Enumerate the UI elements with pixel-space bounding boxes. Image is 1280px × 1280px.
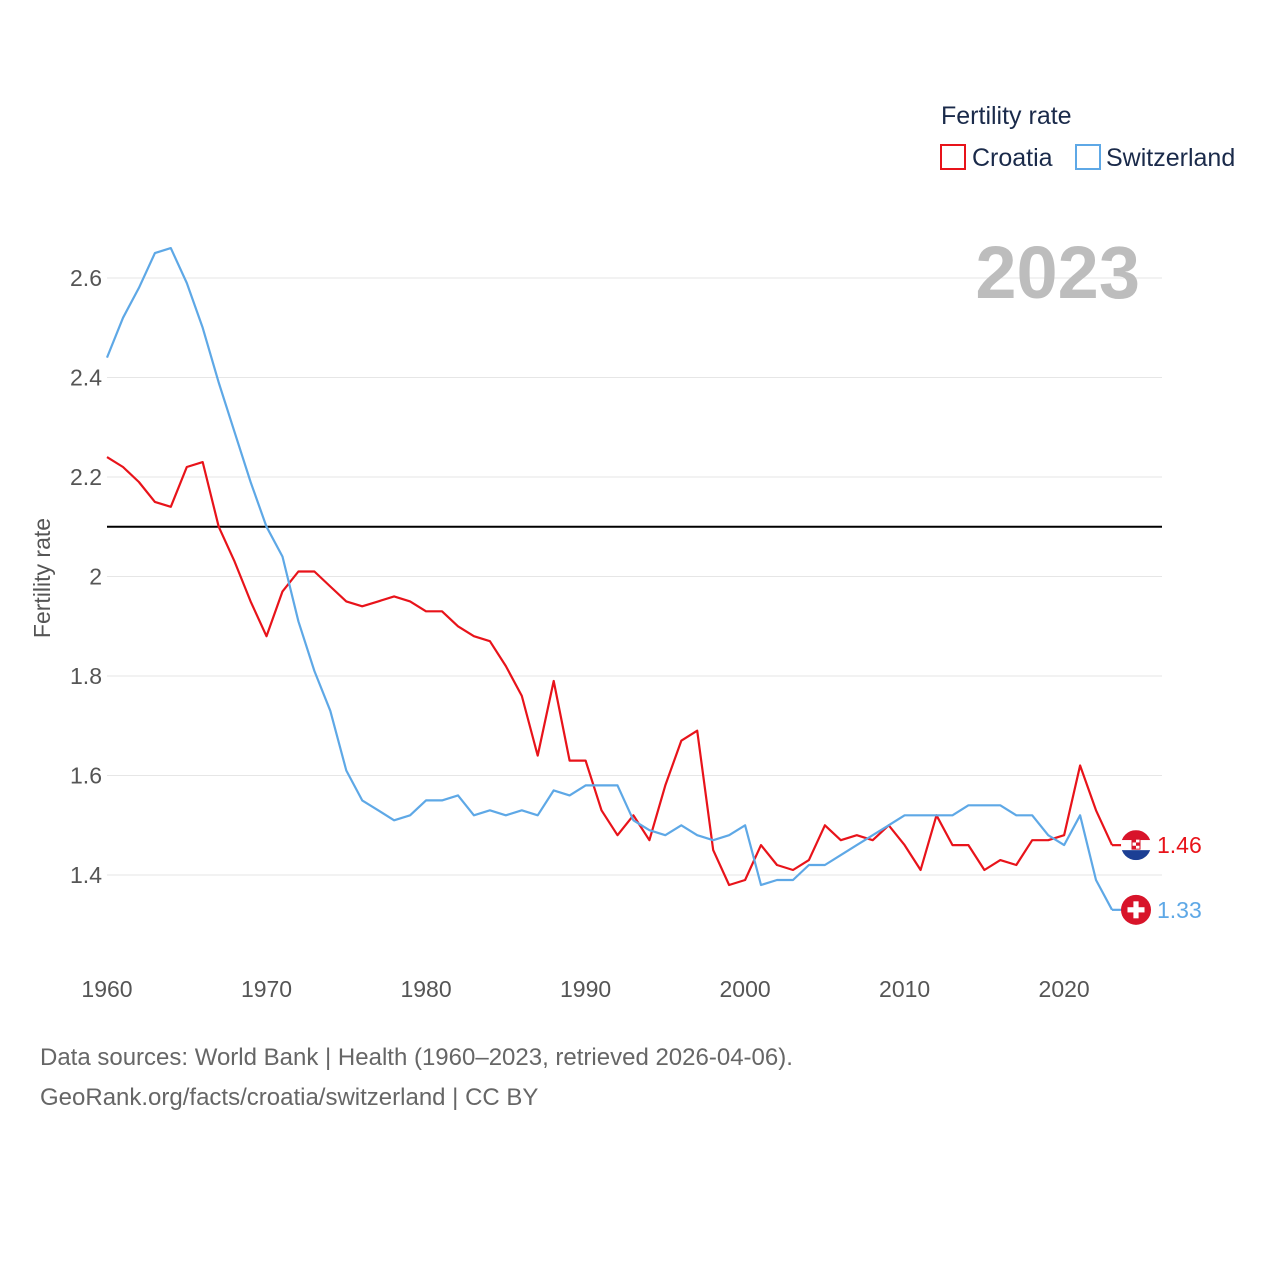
legend-title: Fertility rate	[941, 102, 1072, 130]
end-markers: 1.46 1.33	[1112, 830, 1202, 925]
end-label-croatia: 1.46	[1157, 832, 1202, 858]
x-tick-label: 2020	[1039, 976, 1090, 1002]
legend[interactable]: Fertility rate Croatia Switzerland	[940, 102, 1235, 172]
y-axis-title: Fertility rate	[29, 518, 55, 638]
croatia-flag-icon	[1121, 830, 1151, 861]
y-tick-label: 1.8	[70, 663, 102, 689]
series-line-croatia[interactable]	[106, 456, 1113, 887]
legend-label-switzerland: Switzerland	[1106, 144, 1235, 172]
x-tick-label: 2010	[879, 976, 930, 1002]
fertility-rate-chart: 1.4 1.6 1.8 2 2.2 2.4 2.6 1960 1970 1980 1990 2000…	[29, 102, 1235, 1002]
y-tick-label: 2.2	[70, 464, 102, 490]
end-label-switzerland: 1.33	[1157, 897, 1202, 923]
y-tick-label: 1.6	[70, 763, 102, 789]
x-tick-label: 1990	[560, 976, 611, 1002]
y-axis-ticks: 1.4 1.6 1.8 2 2.2 2.4 2.6	[70, 265, 102, 888]
x-tick-label: 1960	[81, 976, 132, 1002]
x-tick-label: 1980	[400, 976, 451, 1002]
x-axis-ticks: 1960 1970 1980 1990 2000 2010 2020	[81, 976, 1089, 1002]
footer-data-sources: Data sources: World Bank | Health (1960–…	[40, 1044, 793, 1071]
x-tick-label: 2000	[720, 976, 771, 1002]
legend-swatch-switzerland	[1075, 144, 1101, 170]
legend-item-croatia[interactable]: Croatia	[940, 144, 1053, 172]
legend-swatch-croatia	[940, 144, 966, 170]
y-tick-label: 1.4	[70, 862, 102, 888]
year-label: 2023	[975, 231, 1140, 314]
series-line-switzerland[interactable]	[105, 247, 1113, 911]
y-tick-label: 2	[89, 564, 102, 590]
switzerland-flag-icon	[1121, 894, 1151, 925]
y-tick-label: 2.6	[70, 265, 102, 291]
y-tick-label: 2.4	[70, 365, 102, 391]
x-tick-label: 1970	[241, 976, 292, 1002]
legend-item-switzerland[interactable]: Switzerland	[1075, 144, 1235, 172]
gridlines	[107, 277, 1162, 876]
legend-label-croatia: Croatia	[972, 144, 1053, 172]
footer-attribution[interactable]: GeoRank.org/facts/croatia/switzerland | …	[40, 1084, 539, 1111]
series-lines	[105, 247, 1113, 911]
